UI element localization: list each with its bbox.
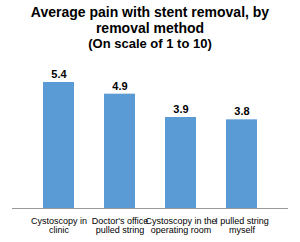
svg-text:3.9: 3.9 — [173, 103, 188, 115]
svg-text:3.8: 3.8 — [234, 105, 249, 117]
svg-text:Cystoscopy in theoperating roo: Cystoscopy in theoperating room — [145, 216, 216, 235]
html-text:(On scale of 1 to 10): (On scale of 1 to 10) — [88, 36, 212, 51]
svg-text:I pulled stringmyself: I pulled stringmyself — [215, 216, 269, 235]
svg-text:Cystoscopy inclinic: Cystoscopy inclinic — [31, 216, 87, 235]
svg-text:Doctor's officepulled string: Doctor's officepulled string — [92, 216, 149, 235]
svg-text:4.9: 4.9 — [112, 80, 127, 92]
svg-text:5.4: 5.4 — [51, 68, 67, 80]
html-text:Average pain with stent remova: Average pain with stent removal, by remo… — [30, 4, 270, 36]
